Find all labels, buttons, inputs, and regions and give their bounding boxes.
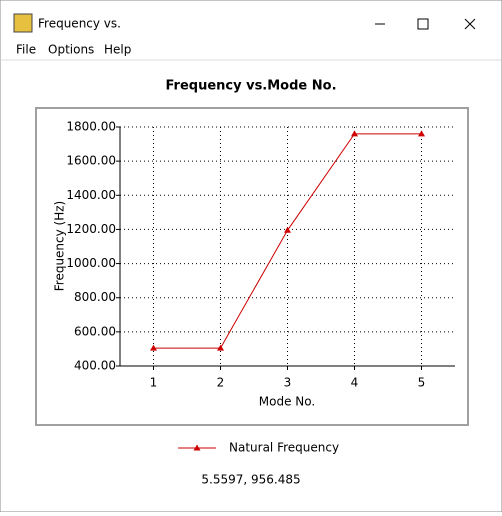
y-tick-label: 400.00 — [74, 359, 116, 373]
legend-marker — [193, 444, 201, 451]
window-title: Frequency vs. — [38, 17, 121, 31]
menu-help[interactable]: Help — [104, 43, 131, 57]
x-tick-label: 2 — [217, 376, 225, 390]
y-tick-label: 800.00 — [74, 290, 116, 304]
menu-file[interactable]: File — [16, 43, 36, 57]
status-text: 5.5597, 956.485 — [201, 473, 300, 487]
data-point — [217, 344, 224, 351]
data-point — [284, 226, 291, 233]
app-icon — [13, 13, 33, 33]
x-tick-label: 3 — [284, 376, 292, 390]
legend-label: Natural Frequency — [229, 441, 339, 455]
close-button[interactable] — [464, 18, 476, 30]
y-tick-label: 1800.00 — [66, 120, 116, 134]
y-axis-label: Frequency (Hz) — [53, 201, 67, 292]
maximize-button[interactable] — [417, 18, 429, 30]
data-point — [351, 130, 358, 137]
y-tick-label: 600.00 — [74, 324, 116, 338]
y-tick-label: 1200.00 — [66, 222, 116, 236]
x-tick-label: 5 — [418, 376, 426, 390]
data-point — [418, 130, 425, 137]
y-tick-label: 1000.00 — [66, 256, 116, 270]
y-tick-label: 1400.00 — [66, 188, 116, 202]
x-tick-label: 1 — [150, 376, 158, 390]
menu-options[interactable]: Options — [48, 43, 94, 57]
x-axis-label: Mode No. — [259, 395, 315, 409]
chart-title: Frequency vs.Mode No. — [165, 79, 336, 94]
x-tick-label: 4 — [351, 376, 359, 390]
data-point — [150, 344, 157, 351]
y-tick-label: 1600.00 — [66, 154, 116, 168]
